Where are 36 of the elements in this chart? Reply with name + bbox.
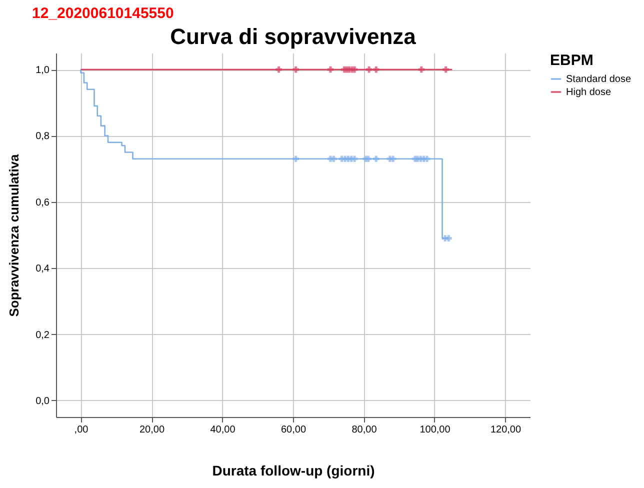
point bbox=[418, 66, 425, 73]
y-tick-label: 0,6 bbox=[36, 197, 50, 208]
point bbox=[292, 156, 299, 162]
point bbox=[372, 66, 380, 73]
point bbox=[292, 66, 299, 73]
y-tick-label: 1,0 bbox=[36, 65, 50, 76]
x-tick-label: 60,00 bbox=[280, 424, 306, 436]
point bbox=[442, 66, 449, 73]
x-tick-label: 80,00 bbox=[352, 424, 378, 436]
legend-label: Standard dose bbox=[566, 74, 632, 85]
point bbox=[445, 235, 452, 242]
point bbox=[424, 156, 430, 162]
y-tick-label: 0,8 bbox=[36, 131, 50, 142]
point bbox=[330, 156, 337, 162]
x-tick-label: 100,00 bbox=[420, 424, 451, 436]
point bbox=[351, 156, 358, 162]
chart-title: Curva di sopravvivenza bbox=[170, 24, 417, 49]
x-tick-label: 120,00 bbox=[490, 424, 522, 436]
x-tick-label: 20,00 bbox=[139, 424, 165, 436]
text: 12_20200610145550 bbox=[32, 4, 174, 24]
point bbox=[365, 156, 372, 162]
y-tick-label: 0,0 bbox=[36, 396, 50, 407]
y-tick-label: 0,4 bbox=[36, 264, 50, 275]
legend-title: EBPM bbox=[550, 52, 594, 69]
x-axis-title: Durata follow-up (giorni) bbox=[212, 462, 375, 478]
point bbox=[276, 66, 282, 73]
x-tick-label: ,00 bbox=[74, 424, 89, 436]
x-tick-label: 40,00 bbox=[210, 424, 236, 436]
y-tick-label: 0,2 bbox=[36, 330, 50, 341]
point bbox=[327, 66, 334, 73]
point bbox=[351, 66, 358, 73]
point bbox=[366, 66, 372, 73]
legend-label: High dose bbox=[566, 87, 612, 98]
point bbox=[390, 156, 396, 162]
point bbox=[372, 156, 380, 162]
y-axis-title: Sopravvivenza cumulativa bbox=[6, 153, 22, 317]
